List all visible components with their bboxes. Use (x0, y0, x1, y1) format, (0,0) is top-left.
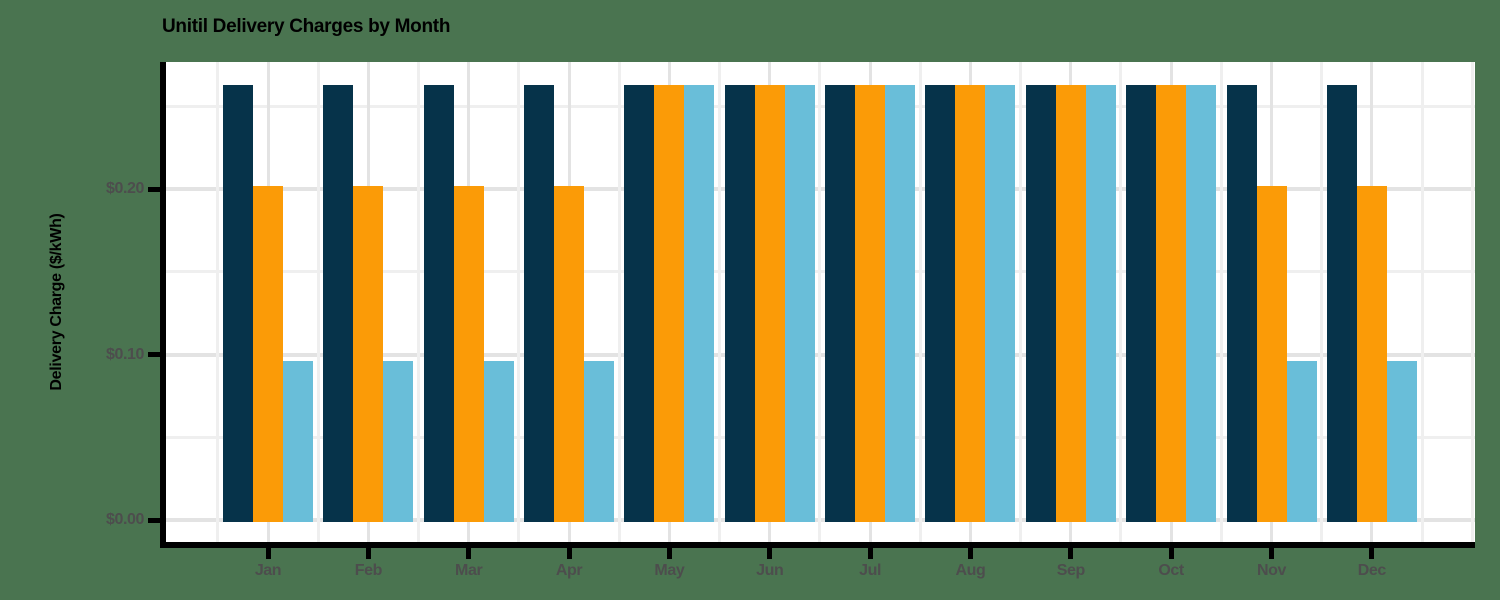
gridline-x-minor (1119, 62, 1123, 542)
gridline-x-minor (417, 62, 421, 542)
bar-orange-bars-nov (1256, 185, 1287, 522)
bar-light-blue-bars-dec (1386, 361, 1417, 522)
x-tick-label: Mar (455, 562, 483, 579)
bar-dark-navy-bars-dec (1326, 84, 1357, 522)
x-tick-label: Dec (1357, 562, 1387, 579)
gridline-x-minor (1320, 62, 1324, 542)
bar-light-blue-bars-oct (1186, 84, 1217, 522)
bar-light-blue-bars-aug (985, 84, 1016, 522)
x-tick-label: Jun (756, 562, 784, 579)
x-tick-mark (867, 548, 873, 559)
gridline-x-minor (1219, 62, 1223, 542)
y-tick-mark (148, 186, 160, 192)
bar-light-blue-bars-apr (584, 361, 615, 522)
bar-light-blue-bars-mar (483, 361, 514, 522)
bar-dark-navy-bars-may (624, 84, 655, 522)
gridline-x-minor (1470, 62, 1474, 542)
x-tick-label: Sep (1056, 562, 1086, 579)
bar-orange-bars-oct (1156, 84, 1187, 522)
x-tick-mark (767, 548, 773, 559)
y-tick-label: $0.10 (105, 345, 144, 363)
gridline-x-minor (818, 62, 822, 542)
x-tick-label: Jul (859, 562, 882, 579)
bar-light-blue-bars-jan (283, 361, 313, 522)
bar-orange-bars-jun (754, 84, 785, 522)
bar-dark-navy-bars-jan (223, 84, 253, 522)
gridline-x-minor (1420, 62, 1424, 542)
x-tick-mark (1168, 548, 1174, 559)
x-tick-label: May (654, 562, 685, 579)
x-tick-label: Aug (955, 562, 986, 579)
bar-orange-bars-feb (353, 185, 384, 522)
x-tick-mark (566, 548, 572, 559)
bar-dark-navy-bars-mar (423, 84, 454, 522)
bar-light-blue-bars-jul (885, 84, 916, 522)
gridline-x-minor (517, 62, 521, 542)
bar-orange-bars-dec (1356, 185, 1387, 522)
gridline-x-minor (617, 62, 621, 542)
gridline-x-minor (216, 62, 220, 542)
bar-orange-bars-apr (554, 185, 585, 522)
x-tick-label: Nov (1256, 562, 1287, 579)
bar-dark-navy-bars-aug (925, 84, 956, 522)
x-tick-mark (666, 548, 672, 559)
x-tick-mark (1068, 548, 1074, 559)
bar-orange-bars-mar (453, 185, 484, 522)
x-tick-label: Feb (354, 562, 383, 579)
y-tick-label: $0.00 (105, 511, 144, 528)
bar-dark-navy-bars-oct (1126, 84, 1157, 522)
x-tick-mark (365, 548, 371, 559)
bar-orange-bars-jan (253, 185, 283, 522)
bar-dark-navy-bars-jun (724, 84, 755, 522)
x-tick-mark (967, 548, 973, 559)
y-axis-spine (160, 62, 166, 548)
x-axis-spine (160, 542, 1475, 548)
bar-light-blue-bars-jun (784, 84, 815, 522)
gridline-x-minor (1019, 62, 1023, 542)
bar-orange-bars-aug (955, 84, 986, 522)
bar-dark-navy-bars-feb (323, 84, 354, 522)
bar-orange-bars-may (654, 84, 685, 522)
chart-title: Unitil Delivery Charges by Month (162, 16, 451, 37)
x-tick-mark (1369, 548, 1375, 559)
x-tick-mark (466, 548, 472, 559)
gridline-x-minor (718, 62, 722, 542)
y-tick-mark (148, 352, 160, 357)
x-tick-mark (1269, 548, 1274, 559)
x-tick-label: Apr (555, 562, 583, 579)
bar-light-blue-bars-feb (383, 361, 414, 522)
y-tick-mark (148, 517, 160, 523)
x-tick-mark (265, 548, 271, 559)
gridline-x-minor (918, 62, 922, 542)
bar-dark-navy-bars-jul (825, 84, 856, 522)
x-tick-label: Oct (1158, 562, 1184, 579)
y-tick-label: $0.20 (105, 180, 144, 197)
bar-light-blue-bars-may (684, 84, 715, 522)
bar-orange-bars-sep (1055, 84, 1086, 522)
bar-dark-navy-bars-nov (1226, 84, 1257, 522)
bar-orange-bars-jul (855, 84, 886, 522)
gridline-x-minor (316, 62, 320, 542)
bar-dark-navy-bars-apr (524, 84, 555, 522)
bar-light-blue-bars-nov (1286, 361, 1317, 522)
x-tick-label: Jan (254, 562, 282, 579)
bar-dark-navy-bars-sep (1025, 84, 1056, 522)
bar-light-blue-bars-sep (1085, 84, 1116, 522)
